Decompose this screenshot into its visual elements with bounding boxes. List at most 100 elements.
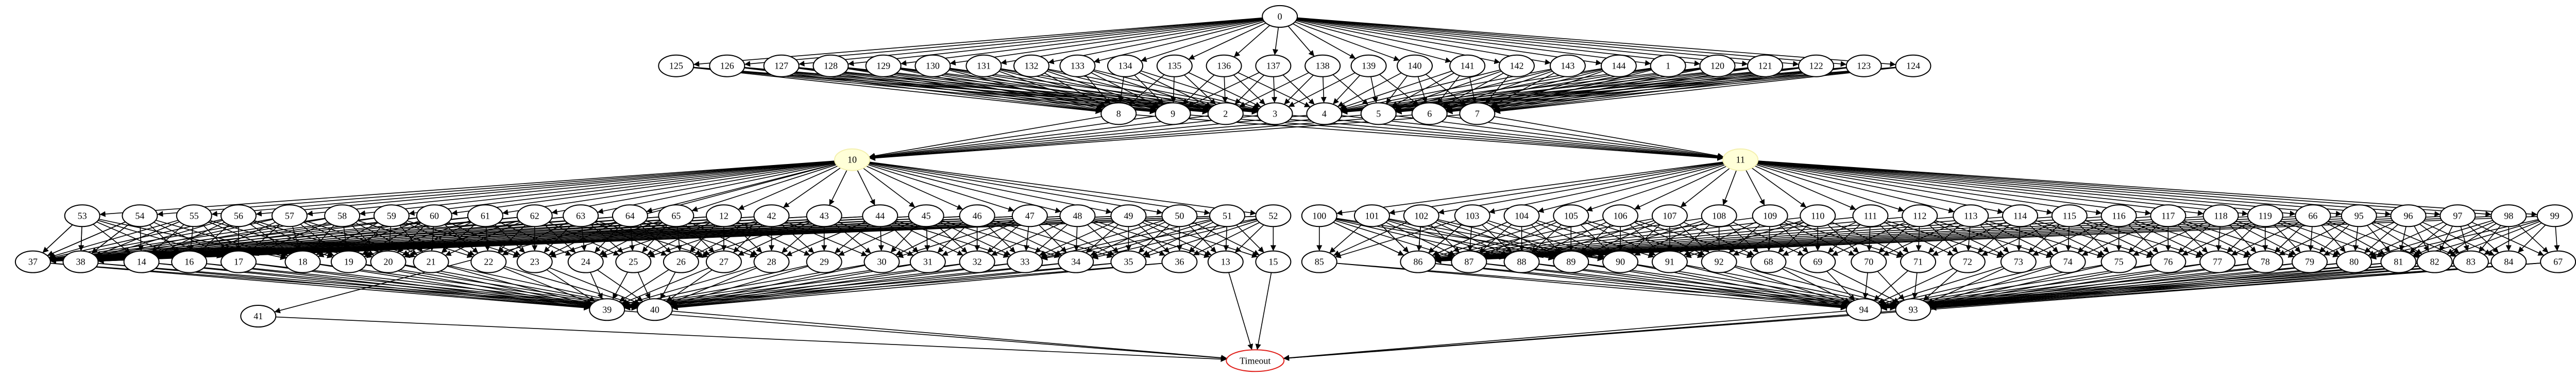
- node-label: 42: [767, 210, 776, 221]
- edge: [2554, 226, 2560, 251]
- edge: [1144, 220, 1258, 258]
- node-shape: [1400, 250, 1436, 273]
- node-shape: [1845, 298, 1882, 321]
- node-label: 74: [2063, 257, 2073, 267]
- node-label: 91: [1665, 257, 1674, 267]
- edge: [1680, 168, 1730, 208]
- node-shape: [705, 250, 742, 273]
- edge: [447, 266, 591, 307]
- node: 136: [1206, 54, 1242, 77]
- edge: [1751, 168, 1807, 208]
- edge: [869, 116, 1156, 159]
- node-shape: [1949, 250, 1986, 273]
- edge: [624, 264, 960, 310]
- node-label: 72: [1963, 257, 1972, 267]
- edge: [451, 161, 835, 216]
- node-shape: [240, 305, 277, 328]
- node-shape: [2336, 250, 2372, 273]
- edge: [2321, 225, 2346, 253]
- node-label: 117: [2161, 210, 2175, 221]
- edge: [1118, 76, 1124, 103]
- node-shape: [171, 250, 208, 273]
- edge: [157, 160, 835, 217]
- node-shape: [1396, 54, 1433, 77]
- edge: [1435, 218, 1702, 261]
- edge: [1035, 224, 1068, 254]
- edge: [1722, 170, 1737, 206]
- edge: [612, 272, 629, 300]
- node: 32: [959, 250, 995, 273]
- edge: [624, 310, 1227, 361]
- edge: [1757, 161, 2102, 216]
- node: 47: [1011, 204, 1048, 227]
- node-label: 79: [2305, 257, 2314, 267]
- node-label: 106: [1614, 210, 1628, 221]
- edge: [1336, 161, 1724, 216]
- edge: [1930, 263, 2454, 311]
- node: 28: [753, 250, 790, 273]
- node-shape: [705, 204, 742, 227]
- edge: [1236, 224, 1265, 253]
- node: 4: [1306, 102, 1343, 125]
- node: 40: [636, 298, 673, 321]
- node-label: 108: [1712, 210, 1726, 221]
- node-shape: [2536, 204, 2573, 227]
- node-label: 67: [2553, 257, 2563, 267]
- edge: [1140, 21, 1265, 62]
- node-label: 139: [1362, 61, 1376, 71]
- node-shape: [1207, 250, 1244, 273]
- node-label: 5: [1376, 108, 1381, 119]
- edge: [1239, 72, 1309, 107]
- edge: [1494, 67, 1896, 114]
- node-label: 130: [926, 61, 940, 71]
- node: 80: [2336, 250, 2372, 273]
- node-label: 8: [1116, 108, 1121, 119]
- node-shape: [220, 250, 257, 273]
- node-shape: [1852, 204, 1889, 227]
- node: 130: [914, 54, 951, 77]
- edge: [1745, 170, 1765, 206]
- node-label: 76: [2163, 257, 2173, 267]
- node: 17: [220, 250, 257, 273]
- node-shape: [1503, 204, 1540, 227]
- edge: [590, 272, 603, 300]
- node-label: 48: [1073, 210, 1082, 221]
- edge: [1588, 264, 1847, 309]
- node-shape: [909, 250, 946, 273]
- node: 141: [1449, 54, 1486, 77]
- node: 110: [1800, 204, 1836, 227]
- node-shape: [1953, 204, 1989, 227]
- node-label: 22: [484, 257, 493, 267]
- node-label: 90: [1616, 257, 1625, 267]
- node-shape: [914, 54, 951, 77]
- node-label: 112: [1913, 210, 1926, 221]
- node-label: 66: [2308, 210, 2317, 221]
- edge: [1091, 220, 1212, 258]
- edge: [1341, 115, 1723, 160]
- edge: [2517, 224, 2546, 253]
- node-label: 126: [720, 61, 734, 71]
- node-shape: [1902, 204, 1938, 227]
- edge: [1435, 217, 1801, 263]
- node-label: 97: [2453, 210, 2462, 221]
- node-shape: [865, 54, 902, 77]
- node-label: 141: [1461, 61, 1475, 71]
- node: 123: [1845, 54, 1882, 77]
- node-label: 17: [234, 257, 243, 267]
- node-label: 71: [1913, 257, 1923, 267]
- edge: [1188, 22, 1266, 60]
- edge: [798, 68, 1102, 113]
- edge: [597, 162, 836, 214]
- node-label: 135: [1167, 61, 1181, 71]
- node: 35: [1110, 250, 1147, 273]
- node-label: 21: [427, 257, 436, 267]
- edge: [863, 168, 916, 208]
- node: 101: [1353, 204, 1390, 227]
- node-shape: [1800, 204, 1836, 227]
- node-label: 0: [1278, 11, 1282, 22]
- edge: [1756, 164, 1905, 212]
- node: 121: [1747, 54, 1784, 77]
- node-label: 40: [650, 304, 659, 315]
- node: 13: [1207, 250, 1244, 273]
- node-label: 24: [581, 257, 590, 267]
